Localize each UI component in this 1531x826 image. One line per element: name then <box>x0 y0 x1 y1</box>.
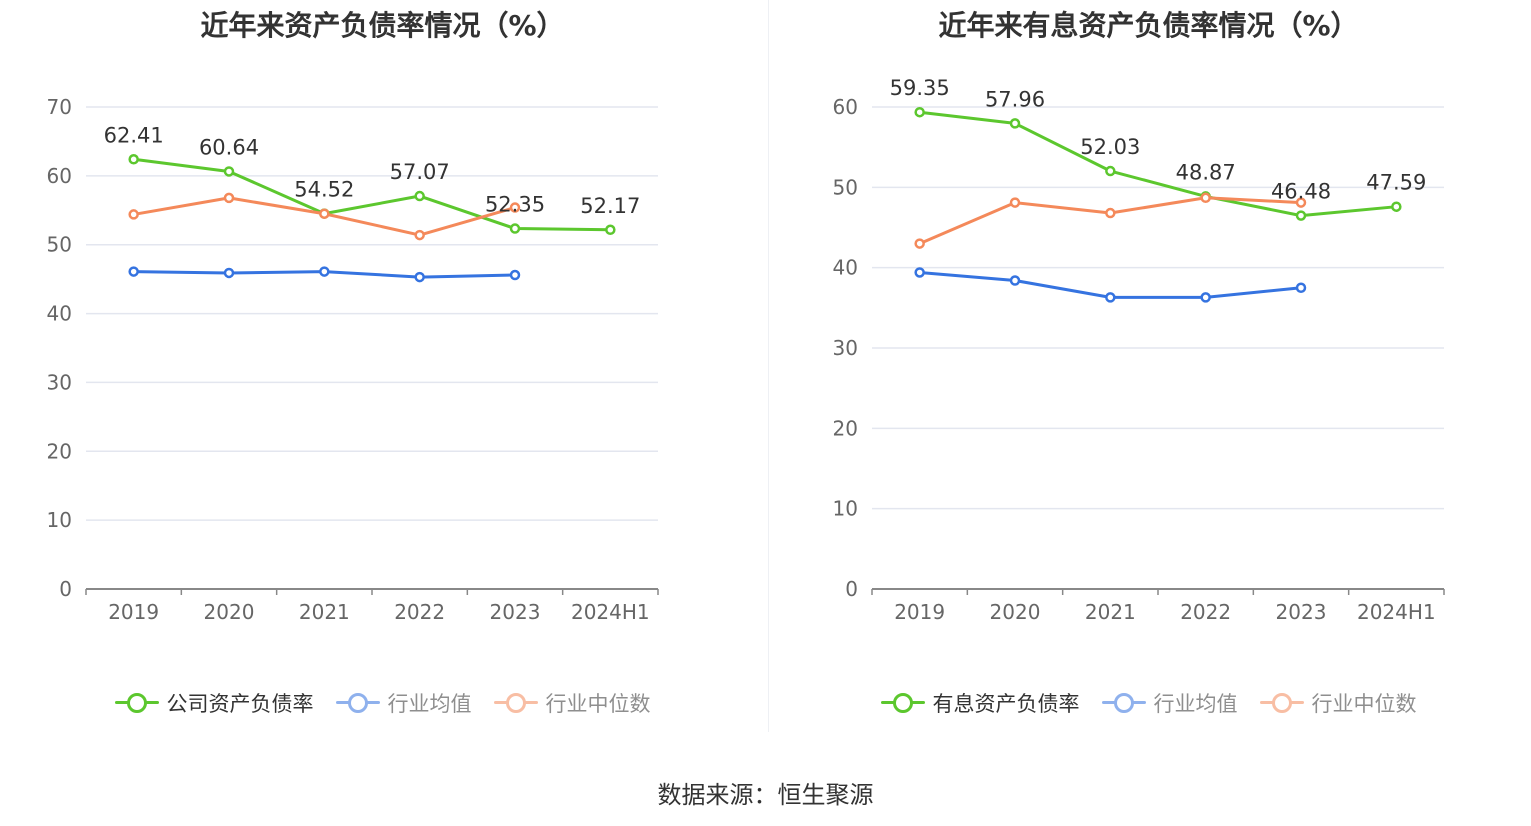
x-tick-label: 2021 <box>1085 600 1136 624</box>
data-point[interactable] <box>1009 197 1021 208</box>
y-tick-label: 20 <box>833 416 858 440</box>
right-chart-title: 近年来有息资产负债率情况（%） <box>938 9 1359 42</box>
right-chart-svg: 0 10 20 30 40 50 60 2019 2020 2021 2022 2023 2024H1 5… <box>833 76 1445 624</box>
y-tick-label: 40 <box>833 256 858 280</box>
data-point[interactable] <box>1009 275 1021 286</box>
data-point[interactable] <box>414 271 425 283</box>
legend-label: 有息资产负债率 <box>932 692 1080 716</box>
data-label: 54.52 <box>294 178 354 202</box>
x-tick-label: 2021 <box>299 600 350 624</box>
legend-line-blue-icon <box>1101 693 1146 713</box>
data-label: 59.35 <box>890 76 950 100</box>
legend-line-orange-icon <box>493 693 538 713</box>
data-point[interactable] <box>128 154 139 165</box>
x-tick-label: 2020 <box>990 600 1041 624</box>
data-point[interactable] <box>1200 192 1211 204</box>
data-label: 62.41 <box>104 123 164 147</box>
data-point[interactable] <box>1105 292 1116 303</box>
legend-item-industry-avg[interactable]: 行业均值 <box>335 688 472 718</box>
data-point[interactable] <box>1295 282 1307 293</box>
y-tick-label: 30 <box>833 336 858 360</box>
y-tick-label: 10 <box>833 497 858 521</box>
y-tick-label: 50 <box>833 175 858 199</box>
legend-item-industry-avg[interactable]: 行业均值 <box>1101 688 1238 718</box>
data-label: 57.96 <box>985 87 1045 111</box>
data-point[interactable] <box>509 223 521 234</box>
legend-line-blue-icon <box>335 693 380 713</box>
data-point[interactable] <box>414 190 425 202</box>
data-point[interactable] <box>223 267 235 279</box>
data-point[interactable] <box>319 208 330 219</box>
data-label: 47.59 <box>1366 171 1426 195</box>
right-legend: 有息资产负债率 行业均值 行业中位数 <box>766 688 1531 718</box>
data-point[interactable] <box>414 229 425 241</box>
y-tick-label: 0 <box>845 577 858 601</box>
left-chart-svg: 0 10 20 30 40 50 60 70 2019 2020 2021 2022 2023 2024H… <box>47 95 659 624</box>
left-chart-panel: 近年来资产负债率情况（%） 0 10 20 30 40 50 60 70 2019 2020 202… <box>0 0 765 740</box>
legend-line-green-icon <box>880 693 925 713</box>
data-point[interactable] <box>1105 165 1116 177</box>
data-point[interactable] <box>1295 210 1307 221</box>
y-tick-label: 0 <box>59 577 72 601</box>
x-tick-label: 2020 <box>204 600 255 624</box>
x-tick-label: 2019 <box>108 600 159 624</box>
data-point[interactable] <box>223 192 235 204</box>
left-chart-title: 近年来资产负债率情况（%） <box>200 9 565 42</box>
y-tick-label: 50 <box>47 233 72 257</box>
x-tick-label: 2019 <box>894 600 945 624</box>
x-tick-label: 2024H1 <box>571 600 650 624</box>
data-point[interactable] <box>1295 197 1307 208</box>
x-tick-label: 2023 <box>490 600 541 624</box>
data-point[interactable] <box>914 106 925 118</box>
x-tick-label: 2022 <box>394 600 445 624</box>
company-line <box>919 110 1397 218</box>
right-chart-panel: 近年来有息资产负债率情况（%） 0 10 20 30 40 50 60 2019 2020 202… <box>766 0 1531 740</box>
y-tick-label: 60 <box>47 164 72 188</box>
data-label: 48.87 <box>1176 160 1236 184</box>
legend-label: 行业中位数 <box>545 692 651 716</box>
data-point[interactable] <box>509 269 521 281</box>
data-label: 52.03 <box>1080 135 1140 159</box>
y-tick-label: 60 <box>833 95 858 119</box>
data-point[interactable] <box>509 202 521 213</box>
data-point[interactable] <box>128 266 139 277</box>
data-point[interactable] <box>914 267 925 278</box>
x-tick-label: 2022 <box>1180 600 1231 624</box>
company-line <box>133 157 611 232</box>
left-legend: 公司资产负债率 行业均值 行业中位数 <box>0 688 765 718</box>
legend-label: 行业均值 <box>1153 692 1238 716</box>
legend-label: 公司资产负债率 <box>166 692 314 716</box>
legend-item-industry-median[interactable]: 行业中位数 <box>493 688 651 718</box>
data-label: 46.48 <box>1271 180 1331 204</box>
y-tick-label: 10 <box>47 508 72 532</box>
y-tick-label: 40 <box>47 302 72 326</box>
data-point[interactable] <box>319 266 330 277</box>
y-tick-label: 30 <box>47 370 72 394</box>
data-label: 57.07 <box>390 160 450 184</box>
x-tick-label: 2024H1 <box>1357 600 1436 624</box>
data-point[interactable] <box>223 166 235 177</box>
data-point[interactable] <box>1105 207 1116 219</box>
legend-item-company[interactable]: 公司资产负债率 <box>114 688 314 718</box>
data-label: 60.64 <box>199 135 259 159</box>
data-source-note: 数据来源：恒生聚源 <box>657 781 874 809</box>
data-point[interactable] <box>128 209 139 220</box>
legend-line-green-icon <box>114 693 159 713</box>
data-label: 52.17 <box>580 194 640 218</box>
legend-label: 行业中位数 <box>1311 692 1417 716</box>
data-label: 52.35 <box>485 193 545 217</box>
y-tick-label: 20 <box>47 439 72 463</box>
data-point[interactable] <box>914 238 925 249</box>
data-point[interactable] <box>605 224 616 236</box>
legend-item-company[interactable]: 有息资产负债率 <box>880 688 1080 718</box>
data-point[interactable] <box>1391 201 1402 212</box>
legend-line-orange-icon <box>1259 693 1304 713</box>
legend-item-industry-median[interactable]: 行业中位数 <box>1259 688 1417 718</box>
y-tick-label: 70 <box>47 95 72 119</box>
panel-divider <box>768 0 769 732</box>
legend-label: 行业均值 <box>387 692 472 716</box>
data-point[interactable] <box>1200 292 1211 303</box>
x-tick-label: 2023 <box>1276 600 1327 624</box>
data-point[interactable] <box>1009 118 1021 129</box>
